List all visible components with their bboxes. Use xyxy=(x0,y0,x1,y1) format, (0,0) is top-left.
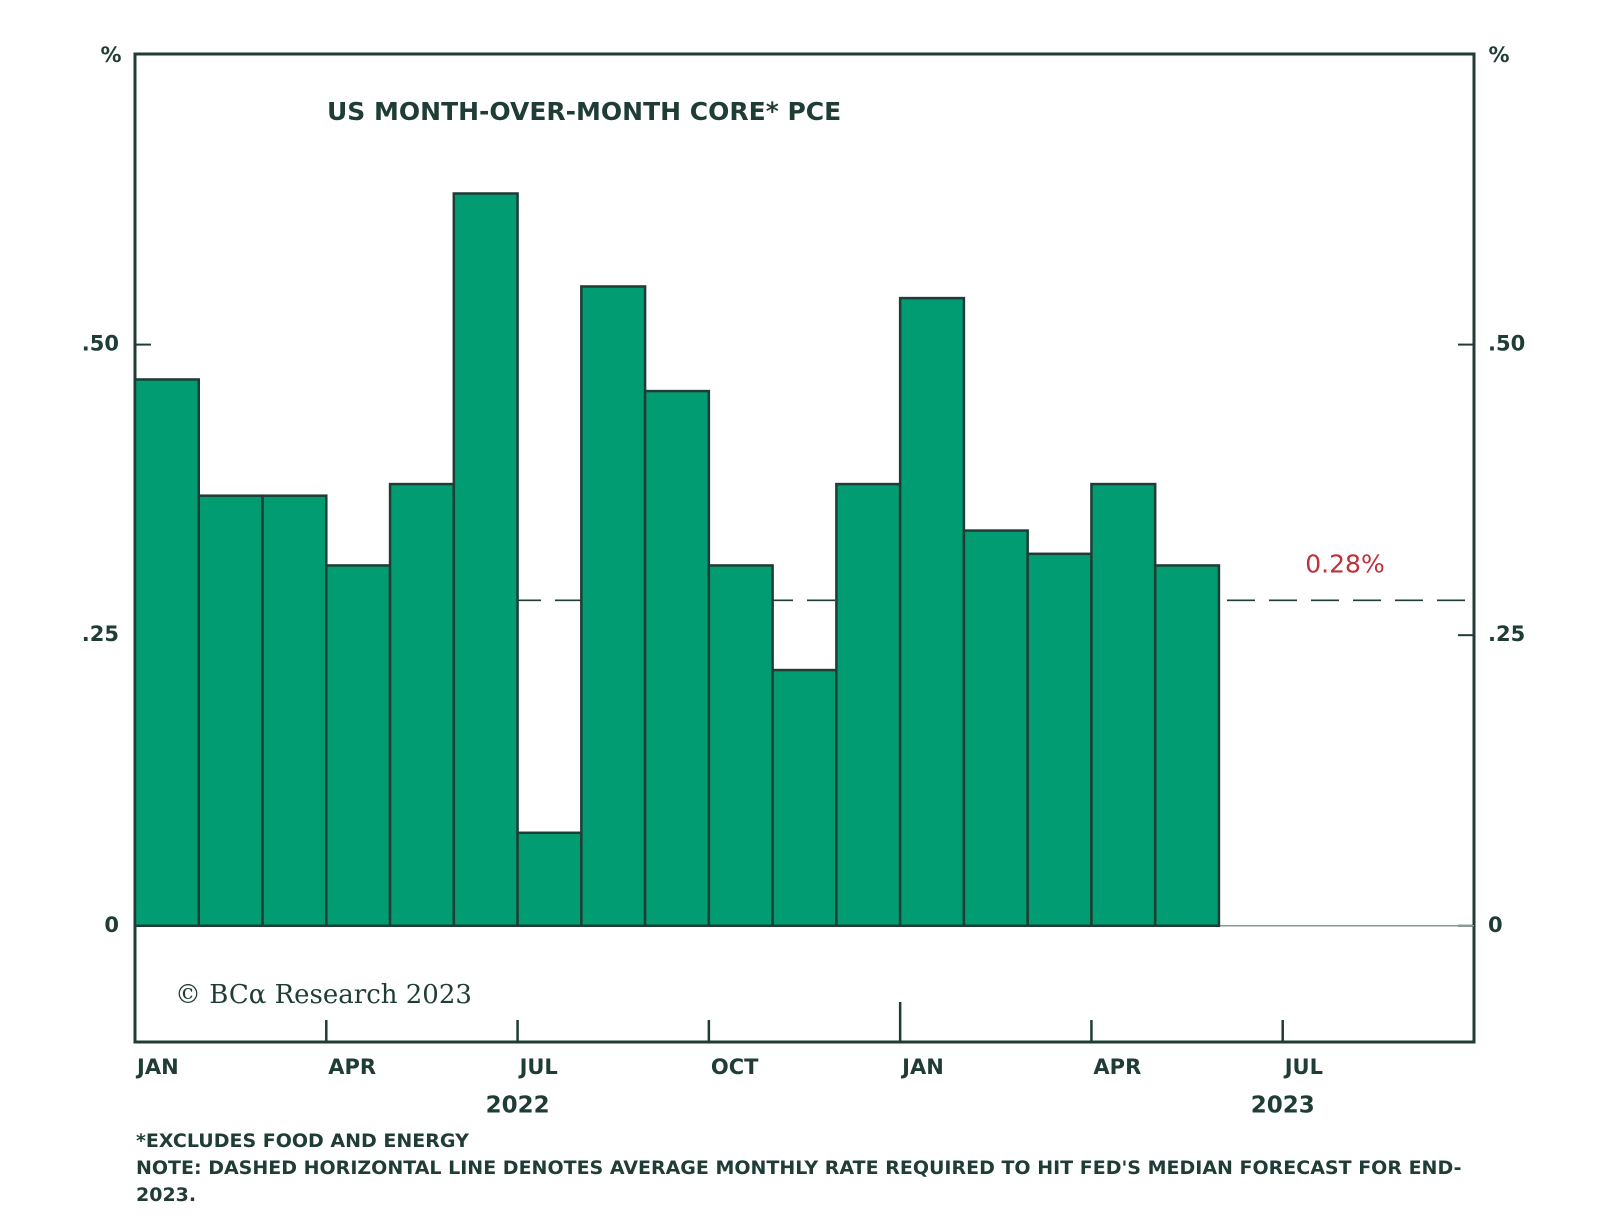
y-tick-label: .50 xyxy=(82,332,119,356)
bar xyxy=(898,296,966,928)
bar xyxy=(261,494,328,928)
x-tick-label: APR xyxy=(1093,1055,1141,1079)
y-tick-label: .25 xyxy=(82,622,119,646)
x-tick-label: JUL xyxy=(518,1055,558,1079)
chart: US MONTH-OVER-MONTH CORE* PCE © BCα Rese… xyxy=(82,43,1525,1119)
y2-tick-label: 0 xyxy=(1488,913,1503,937)
y2-tick-label: .25 xyxy=(1488,622,1525,646)
reference-label: 0.28% xyxy=(1305,549,1384,578)
bar xyxy=(197,494,264,928)
y2-tick-label: .50 xyxy=(1488,332,1525,356)
x-tick-label: APR xyxy=(328,1055,376,1079)
bar xyxy=(133,378,201,928)
bar xyxy=(452,192,519,928)
year-label: 2023 xyxy=(1251,1093,1315,1119)
bar xyxy=(1153,564,1221,928)
bar xyxy=(707,564,774,928)
bar xyxy=(835,482,902,928)
y-unit: % xyxy=(100,43,121,67)
y2-unit: % xyxy=(1488,43,1509,67)
bar xyxy=(580,285,647,928)
x-tick-label: JAN xyxy=(135,1055,179,1079)
bar xyxy=(388,482,456,928)
chart-title: US MONTH-OVER-MONTH CORE* PCE xyxy=(327,97,841,126)
note: NOTE: DASHED HORIZONTAL LINE DENOTES AVE… xyxy=(136,1157,1462,1206)
y-tick-label: 0 xyxy=(104,913,119,937)
x-tick-label: JAN xyxy=(900,1055,944,1079)
x-tick-label: JUL xyxy=(1283,1055,1323,1079)
bar xyxy=(1026,552,1093,928)
note: *EXCLUDES FOOD AND ENERGY xyxy=(136,1130,469,1152)
notes: *EXCLUDES FOOD AND ENERGY NOTE: DASHED H… xyxy=(136,1128,1496,1209)
bar xyxy=(962,529,1029,928)
bar xyxy=(771,668,838,928)
bar xyxy=(516,831,583,928)
bar xyxy=(643,389,711,928)
bar xyxy=(325,564,392,928)
x-tick-label: OCT xyxy=(711,1055,759,1079)
source: © BCα Research 2023 xyxy=(175,980,472,1010)
year-label: 2022 xyxy=(486,1093,550,1119)
bar xyxy=(1090,482,1157,928)
